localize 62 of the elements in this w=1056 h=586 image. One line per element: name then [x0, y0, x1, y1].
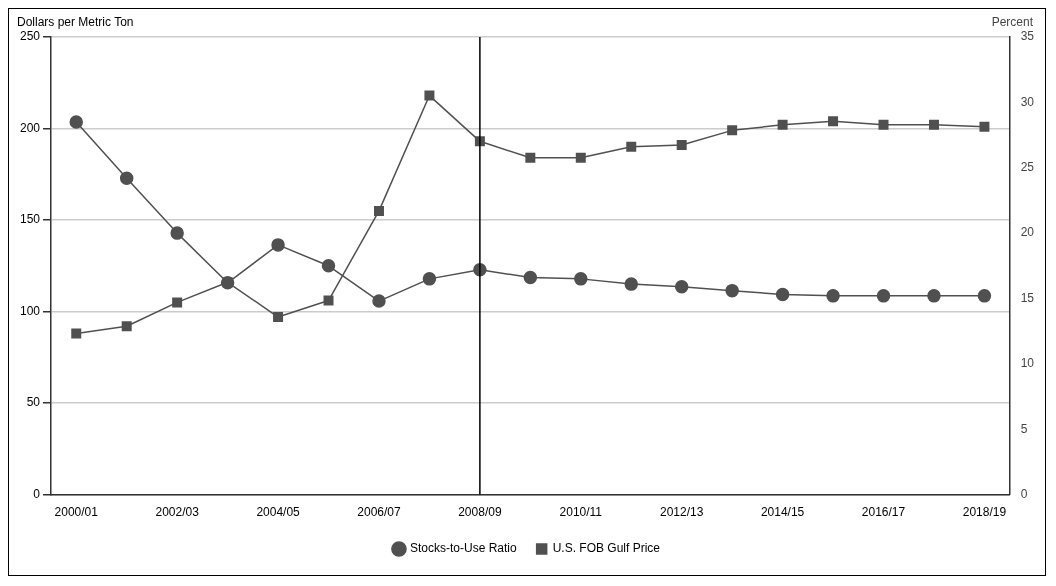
y-tick-label: 50: [26, 395, 41, 410]
y-tick-label: 250: [19, 29, 41, 44]
y2-tick-label: 15: [1020, 290, 1035, 305]
x-tick-label: 2010/11: [559, 505, 603, 520]
point: [828, 116, 839, 127]
x-tick-label: 2016/17: [861, 505, 906, 520]
point: [777, 119, 788, 130]
y-tick-label: 100: [19, 303, 41, 318]
point: [172, 297, 183, 308]
point: [676, 140, 687, 150]
y2-tick-label: 25: [1020, 160, 1035, 175]
point: [775, 287, 790, 302]
y-axis-title: Dollars per Metric Ton: [17, 15, 134, 30]
y2-tick-label: 20: [1020, 225, 1035, 240]
x-tick-label: 2004/05: [256, 505, 301, 520]
point: [725, 283, 739, 298]
point: [119, 171, 134, 185]
y2-tick-label: 0: [1020, 486, 1028, 501]
point: [626, 141, 637, 152]
point: [271, 238, 285, 252]
y2-tick-label: 5: [1020, 421, 1028, 436]
point: [323, 295, 334, 306]
x-tick-label: 2002/03: [155, 505, 200, 520]
point: [321, 259, 336, 273]
y2-tick-label: 35: [1020, 29, 1035, 44]
legend-label: Stocks-to-Use Ratio: [409, 541, 517, 556]
point: [523, 270, 538, 285]
point: [878, 119, 889, 130]
x-tick-label: 2012/13: [660, 505, 704, 520]
y-tick-label: 200: [19, 120, 41, 135]
point: [422, 272, 437, 286]
legend-label: U.S. FOB Gulf Price: [552, 541, 661, 556]
y2-axis-title: Percent: [991, 15, 1034, 30]
point: [979, 121, 990, 132]
x-tick-label: 2008/09: [458, 505, 502, 520]
point: [674, 279, 689, 294]
point: [71, 328, 82, 339]
point: [424, 90, 435, 101]
point: [927, 289, 941, 303]
y2-tick-label: 10: [1020, 356, 1035, 371]
x-tick-label: 2018/19: [962, 505, 1007, 520]
point: [121, 321, 132, 332]
y-tick-label: 0: [33, 486, 41, 501]
point: [273, 312, 284, 323]
point: [170, 226, 184, 240]
point: [977, 289, 992, 303]
x-tick-label: 2006/07: [357, 505, 401, 520]
y-tick-label: 150: [19, 212, 41, 227]
point: [372, 294, 386, 308]
point: [373, 205, 384, 216]
x-tick-label: 2000/01: [54, 505, 99, 520]
point: [727, 125, 738, 136]
x-tick-label: 2014/15: [760, 505, 805, 520]
point: [525, 152, 536, 163]
point: [575, 152, 586, 163]
point: [624, 277, 638, 291]
y2-tick-label: 30: [1020, 94, 1035, 109]
point: [574, 272, 588, 286]
point: [826, 289, 840, 303]
point: [876, 289, 891, 303]
point: [69, 115, 83, 129]
point: [928, 119, 939, 130]
